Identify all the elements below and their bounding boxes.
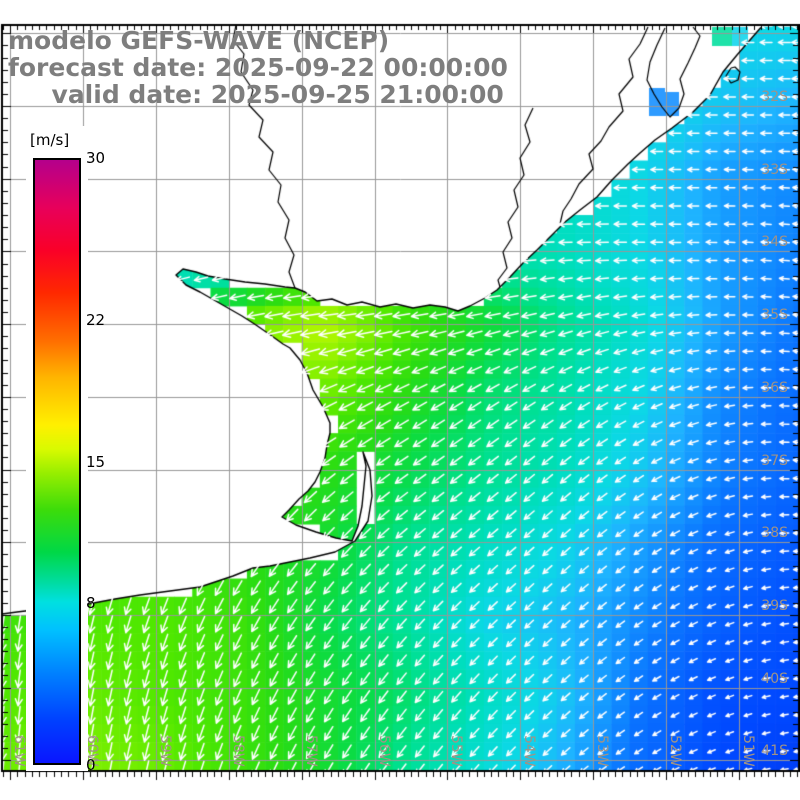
colorbar-unit-label: [m/s] [30,131,70,149]
colorbar-tick-8: 8 [86,594,96,613]
lon-label-53w: 53W [594,735,611,767]
lat-label-33s: 33S [761,161,788,178]
lon-label-59w: 59W [156,735,173,767]
colorbar-tick-0: 0 [86,756,96,774]
lat-label-36s: 36S [761,379,788,396]
lat-label-41s: 41S [761,743,788,760]
lon-label-55w: 55W [448,735,465,767]
lat-label-35s: 35S [761,307,788,324]
lat-label-39s: 39S [761,597,788,614]
lon-label-54w: 54W [521,735,538,767]
colorbar-gradient [33,158,81,765]
lat-label-32s: 32S [761,89,788,105]
lat-label-40s: 40S [761,670,788,687]
lat-label-38s: 38S [761,525,788,542]
colorbar-tick-22: 22 [86,310,106,329]
colorbar-tick-15: 15 [86,452,106,471]
colorbar-tick-30: 30 [86,149,106,167]
colorbar: [m/s] [26,126,88,771]
lon-label-61w: 61W [11,735,27,767]
lat-label-34s: 34S [761,234,788,251]
lon-label-57w: 57W [302,735,319,767]
lon-label-58w: 58W [229,735,246,767]
lon-label-56w: 56W [375,735,392,767]
lat-label-37s: 37S [761,452,788,469]
lon-label-52w: 52W [667,735,684,767]
